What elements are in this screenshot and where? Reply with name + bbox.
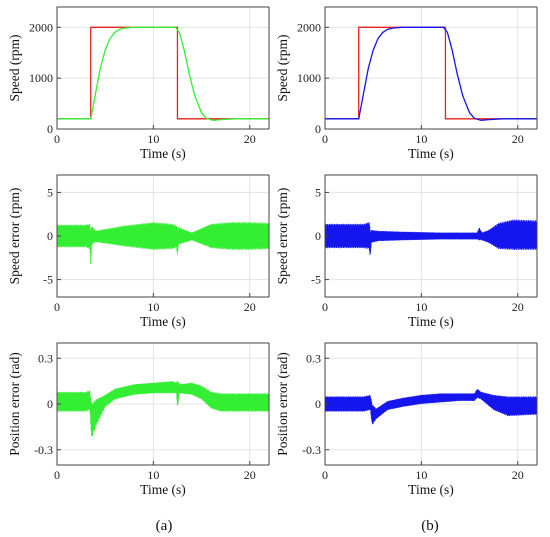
axes-frame — [324, 6, 538, 130]
x-axis-label: Time (s) — [408, 482, 454, 497]
y-axis-label: Speed error (rpm) — [7, 188, 22, 285]
y-axis-label: Speed (rpm) — [275, 34, 290, 101]
y-tick-label: 0 — [47, 122, 53, 136]
y-tick-label: 0 — [315, 122, 321, 136]
x-tick-label: 20 — [244, 468, 256, 482]
y-axis-label: Position error (rad) — [275, 352, 290, 455]
x-tick-label: 0 — [54, 300, 60, 314]
series-line-reference — [325, 26, 537, 120]
y-tick-label: 1000 — [29, 71, 53, 85]
series-band-method_a — [57, 222, 269, 264]
x-tick-label: 0 — [322, 300, 328, 314]
series-band-method_b — [325, 219, 537, 255]
y-tick-label: 5 — [47, 185, 53, 199]
caption-b: (b) — [421, 518, 439, 534]
x-tick-label: 10 — [415, 132, 427, 146]
y-tick-label: -0.3 — [34, 443, 53, 457]
series-band-method_a — [57, 381, 269, 437]
x-axis-label: Time (s) — [408, 146, 454, 161]
series-line-method_a — [57, 26, 269, 122]
y-tick-label: 0.3 — [306, 351, 321, 365]
plot-area — [325, 389, 537, 425]
y-tick-label: 0 — [315, 397, 321, 411]
x-tick-label: 10 — [147, 132, 159, 146]
y-tick-label: 1000 — [297, 71, 321, 85]
y-tick-label: 0 — [47, 397, 53, 411]
x-tick-label: 10 — [147, 468, 159, 482]
x-axis-label: Time (s) — [140, 146, 186, 161]
x-tick-label: 0 — [322, 468, 328, 482]
y-tick-label: 2000 — [29, 20, 53, 34]
caption-a: (a) — [156, 518, 173, 534]
x-tick-label: 20 — [512, 132, 524, 146]
chart-a-speed: 0 10 20 0 1000 2000 Time (s) Speed (rpm) — [7, 6, 270, 161]
x-tick-label: 0 — [322, 132, 328, 146]
y-axis-label: Position error (rad) — [7, 352, 22, 455]
axes-frame — [56, 6, 270, 130]
plot-area — [57, 26, 269, 122]
plot-area — [325, 219, 537, 255]
series-band-method_b — [325, 389, 537, 425]
x-tick-label: 20 — [244, 132, 256, 146]
plot-area — [325, 26, 537, 122]
x-axis-label: Time (s) — [140, 314, 186, 329]
x-tick-label: 20 — [512, 468, 524, 482]
x-tick-label: 20 — [244, 300, 256, 314]
series-line-method_b — [325, 26, 537, 122]
x-axis-label: Time (s) — [408, 314, 454, 329]
y-axis-label: Speed (rpm) — [7, 34, 22, 101]
y-tick-label: 0 — [315, 229, 321, 243]
y-tick-label: 2000 — [297, 20, 321, 34]
chart-b-speed: 0 10 20 0 1000 2000 Time (s) Speed (rpm) — [275, 6, 538, 161]
y-tick-label: -5 — [43, 273, 53, 287]
y-tick-label: -0.3 — [302, 443, 321, 457]
series-line-reference — [57, 26, 269, 120]
x-tick-label: 10 — [415, 300, 427, 314]
plot-area — [57, 222, 269, 264]
x-tick-label: 0 — [54, 132, 60, 146]
x-tick-label: 20 — [512, 300, 524, 314]
x-tick-label: 0 — [54, 468, 60, 482]
y-tick-label: 0.3 — [38, 351, 53, 365]
y-tick-label: 5 — [315, 185, 321, 199]
y-tick-label: -5 — [311, 273, 321, 287]
x-axis-label: Time (s) — [140, 482, 186, 497]
x-tick-label: 10 — [147, 300, 159, 314]
y-tick-label: 0 — [47, 229, 53, 243]
plot-area — [57, 381, 269, 437]
x-tick-label: 10 — [415, 468, 427, 482]
y-axis-label: Speed error (rpm) — [275, 188, 290, 285]
